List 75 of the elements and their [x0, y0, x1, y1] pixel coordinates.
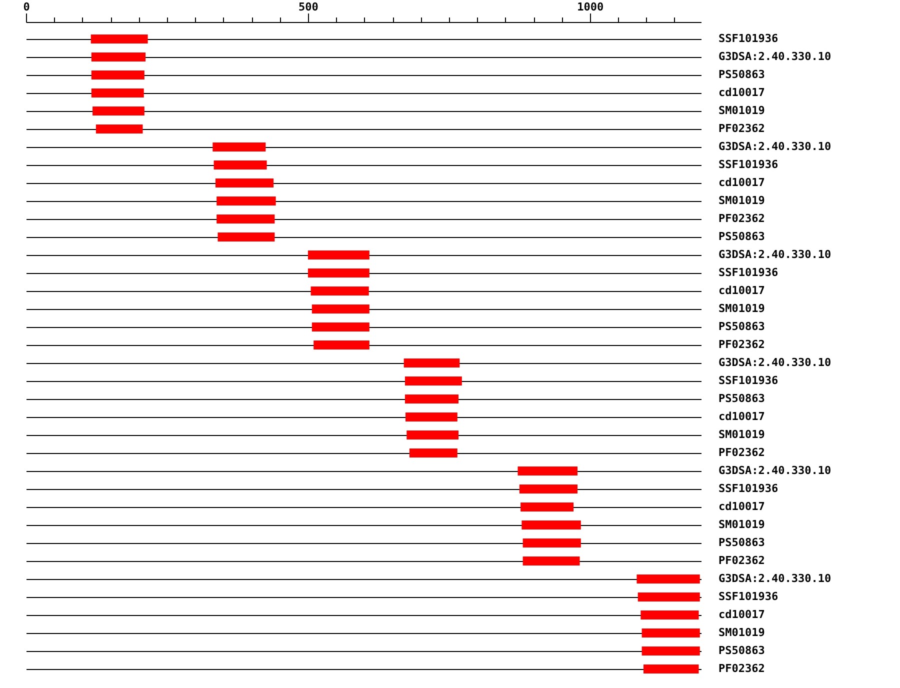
y-tick-label: G3DSA:2.40.330.10	[718, 248, 832, 261]
y-tick-label: PS50863	[718, 230, 765, 243]
y-tick-label: PF02362	[718, 662, 765, 675]
bar	[92, 106, 144, 116]
y-tick-label: SM01019	[718, 104, 765, 117]
x-tick-label: 500	[298, 0, 318, 14]
bar	[636, 574, 700, 584]
bar	[314, 340, 370, 350]
bar	[216, 196, 276, 206]
bar	[310, 286, 369, 296]
y-tick-label: SSF101936	[718, 266, 778, 279]
y-tick-label: cd10017	[718, 176, 765, 189]
y-tick-label: SM01019	[718, 626, 765, 639]
bar	[216, 214, 275, 224]
bar	[91, 88, 144, 98]
y-tick-label: SM01019	[718, 194, 765, 207]
y-tick-label: PS50863	[718, 536, 765, 549]
y-tick-label: cd10017	[718, 500, 765, 513]
bar	[409, 448, 458, 458]
y-tick-label: PS50863	[718, 644, 765, 657]
y-tick-label: SSF101936	[718, 158, 778, 171]
x-tick-label: 0	[23, 0, 30, 14]
bar	[215, 178, 274, 188]
y-tick-label: SM01019	[718, 302, 765, 315]
bar	[312, 322, 370, 332]
bar	[404, 358, 460, 368]
y-tick-label: SSF101936	[718, 32, 778, 45]
bar	[406, 430, 459, 440]
bar	[214, 160, 267, 170]
y-tick-label: cd10017	[718, 608, 765, 621]
bar	[308, 250, 370, 260]
y-tick-label: SSF101936	[718, 482, 778, 495]
bar	[312, 304, 370, 314]
bar	[404, 376, 462, 386]
y-tick-label: PF02362	[718, 122, 765, 135]
bar	[520, 502, 574, 512]
bar	[406, 412, 458, 422]
bar	[518, 466, 578, 476]
bar	[643, 664, 699, 674]
bar	[91, 70, 144, 80]
bar	[640, 610, 699, 620]
y-tick-label: SSF101936	[718, 374, 778, 387]
bar	[96, 124, 143, 134]
y-tick-label: cd10017	[718, 86, 765, 99]
y-tick-label: PS50863	[718, 392, 765, 405]
bar	[308, 268, 370, 278]
bar	[522, 556, 580, 566]
bar	[522, 520, 581, 530]
y-tick-label: SSF101936	[718, 590, 778, 603]
bar	[522, 538, 581, 548]
y-tick-label: G3DSA:2.40.330.10	[718, 464, 832, 477]
y-tick-label: PS50863	[718, 320, 765, 333]
bar	[638, 592, 700, 602]
y-tick-label: G3DSA:2.40.330.10	[718, 572, 832, 585]
y-tick-label: PS50863	[718, 68, 765, 81]
y-tick-label: G3DSA:2.40.330.10	[718, 356, 832, 369]
bar	[519, 484, 578, 494]
bar	[642, 646, 700, 656]
bar	[91, 52, 146, 62]
y-tick-label: SM01019	[718, 428, 765, 441]
bar	[404, 394, 459, 404]
y-tick-label: PF02362	[718, 338, 765, 351]
y-tick-label: PF02362	[718, 446, 765, 459]
y-tick-label: G3DSA:2.40.330.10	[718, 140, 832, 153]
bar	[218, 232, 275, 242]
y-tick-label: cd10017	[718, 284, 765, 297]
y-tick-label: G3DSA:2.40.330.10	[718, 50, 832, 63]
y-tick-label: SM01019	[718, 518, 765, 531]
bar	[642, 628, 700, 638]
y-tick-label: cd10017	[718, 410, 765, 423]
y-tick-label: PF02362	[718, 212, 765, 225]
bar	[90, 34, 148, 44]
y-tick-label: PF02362	[718, 554, 765, 567]
x-tick-label: 1000	[577, 0, 604, 14]
bar	[212, 142, 266, 152]
